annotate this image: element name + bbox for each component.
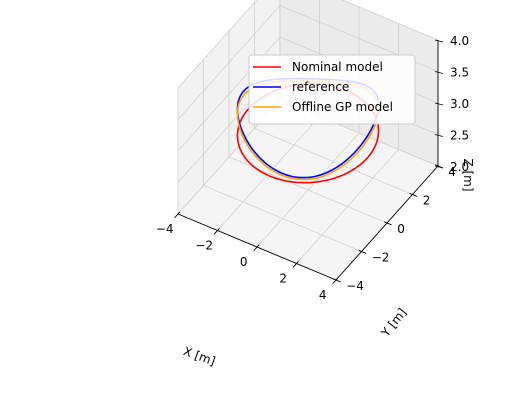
z-tick-mark: [434, 165, 444, 169]
z-tick-mark: [434, 71, 444, 74]
z-axis-label: Z [m]: [461, 158, 475, 191]
x-tick-mark: [332, 277, 339, 285]
z-tick-mark: [434, 39, 444, 43]
z-tick-label: 2.0: [450, 160, 469, 174]
legend: Nominal model reference Offline GP model: [248, 54, 416, 125]
legend-label-offline-gp-model: Offline GP model: [292, 100, 393, 114]
z-tick-mark: [434, 102, 444, 106]
y-axis-label: Y [m]: [378, 306, 409, 341]
x-tick-label: 4: [319, 288, 327, 302]
x-tick-label: −2: [195, 238, 213, 252]
z-tick-mark: [434, 134, 444, 137]
y-tick-mark: [333, 278, 341, 283]
x-tick-label: 0: [240, 255, 248, 269]
z-tick-label: 2.5: [450, 129, 469, 143]
grid-line-z: [177, 5, 439, 120]
legend-frame: [248, 54, 416, 125]
y-tick-label: −2: [372, 251, 390, 265]
y-tick-label: 0: [397, 222, 405, 236]
x-tick-mark: [253, 244, 260, 252]
y-tick-mark: [358, 249, 367, 254]
z-tick-label: 3.5: [450, 66, 469, 80]
grid-line-z: [177, 0, 439, 89]
x-tick-mark: [174, 211, 181, 219]
z-tick-label: 4.0: [450, 34, 469, 48]
z-tick-label: 3.0: [450, 97, 469, 111]
x-axis-label: X [m]: [181, 344, 217, 368]
legend-label-nominal-model: Nominal model: [292, 60, 383, 74]
legend-label-reference: reference: [292, 80, 349, 94]
y-tick-mark: [409, 192, 418, 197]
y-tick-label: 4: [448, 165, 456, 179]
x-tick-label: 2: [279, 271, 287, 285]
axis-panes: [177, 0, 439, 281]
y-tick-mark: [384, 221, 392, 226]
y-tick-label: 2: [423, 194, 431, 208]
y-tick-label: −4: [346, 279, 364, 293]
x-tick-label: −4: [156, 222, 174, 236]
x-tick-mark: [213, 227, 220, 235]
x-tick-mark: [292, 260, 299, 268]
